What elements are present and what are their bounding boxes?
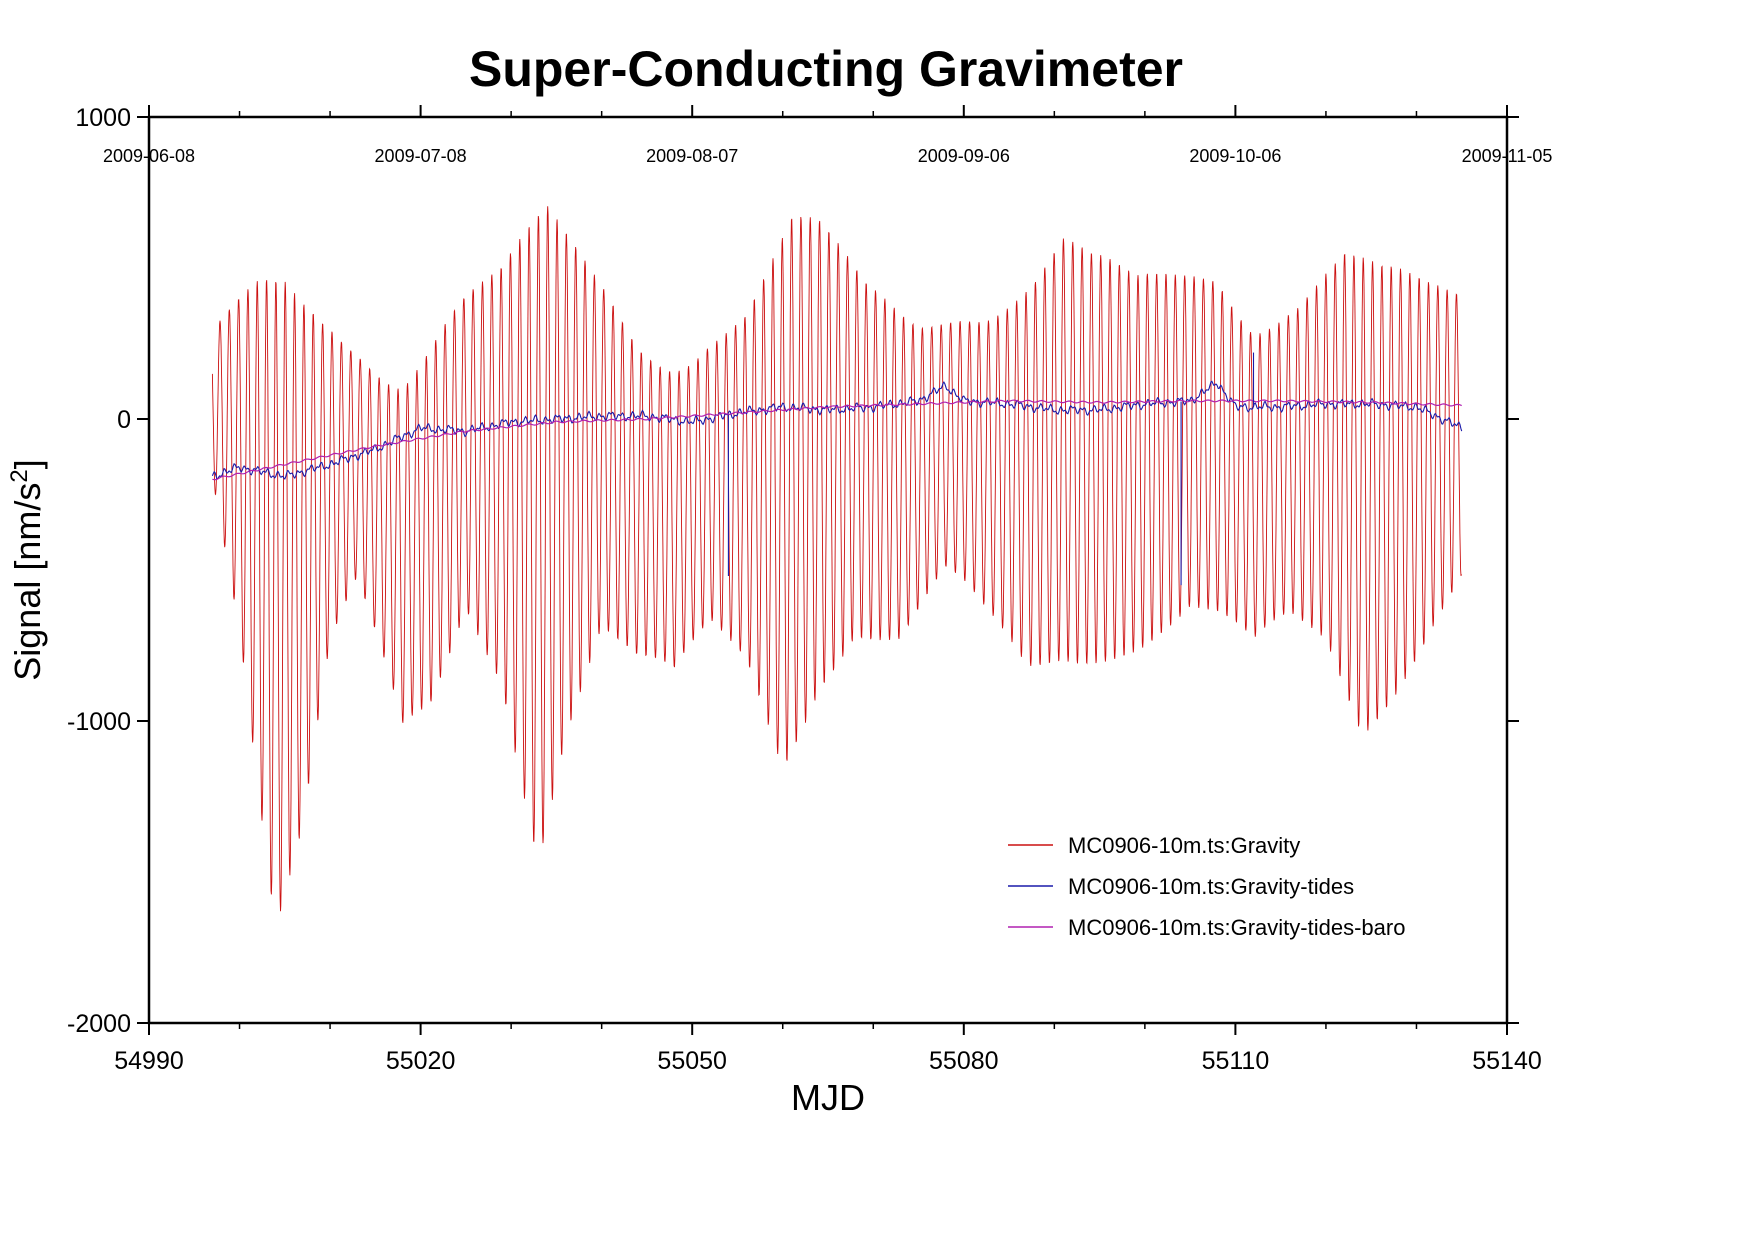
date-tick-label: 2009-08-07: [646, 146, 738, 166]
x-tick-label: 55110: [1202, 1047, 1270, 1075]
x-tick-label: 55080: [929, 1047, 999, 1075]
x-tick-label: 55050: [657, 1047, 727, 1075]
y-axis: 1000 0 -1000 -2000: [67, 104, 1519, 1038]
y-axis-label-sup: 2: [6, 469, 33, 482]
legend: MC0906-10m.ts:Gravity MC0906-10m.ts:Gravi…: [1008, 833, 1405, 940]
series-layer: [211, 206, 1463, 912]
legend-label: MC0906-10m.ts:Gravity-tides-baro: [1068, 915, 1405, 940]
x-tick-label: 55020: [386, 1047, 456, 1075]
x-axis-label: MJD: [791, 1077, 865, 1118]
plot-area: [147, 115, 1509, 1025]
series-gravity-line: [211, 206, 1462, 912]
y-axis-label-end: ]: [7, 459, 48, 469]
y-tick-label: -2000: [67, 1010, 131, 1038]
date-tick-label: 2009-07-08: [375, 146, 467, 166]
y-tick-label: -1000: [67, 708, 131, 736]
y-axis-label-main: Signal [nm/s: [7, 483, 48, 681]
y-axis-label: Signal [nm/s2]: [6, 459, 49, 680]
date-axis: 2009-06-08 2009-07-08 2009-08-07 2009-09-06…: [103, 146, 1552, 166]
x-axis: 54990 55020 55050 55080 55110 55140: [114, 105, 1542, 1075]
legend-label: MC0906-10m.ts:Gravity-tides: [1068, 874, 1354, 899]
legend-label: MC0906-10m.ts:Gravity: [1068, 833, 1300, 858]
date-tick-label: 2009-10-06: [1189, 146, 1281, 166]
date-tick-label: 2009-09-06: [918, 146, 1010, 166]
date-tick-label: 2009-11-05: [1462, 146, 1553, 166]
date-tick-label: 2009-06-08: [103, 146, 195, 166]
x-tick-label: 55140: [1472, 1047, 1542, 1075]
plot-frame: [147, 115, 1509, 1025]
x-tick-label: 54990: [114, 1047, 184, 1075]
y-tick-label: 1000: [75, 104, 131, 132]
chart-title: Super-Conducting Gravimeter: [469, 41, 1183, 97]
y-tick-label: 0: [117, 406, 131, 434]
